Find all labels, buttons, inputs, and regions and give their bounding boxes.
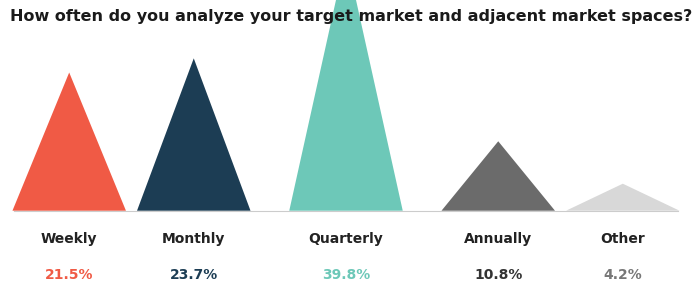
- Text: 23.7%: 23.7%: [170, 268, 218, 282]
- Text: 21.5%: 21.5%: [45, 268, 93, 282]
- Text: Monthly: Monthly: [162, 232, 226, 246]
- Polygon shape: [12, 73, 126, 211]
- Text: Annually: Annually: [464, 232, 532, 246]
- Polygon shape: [566, 184, 680, 211]
- Text: 4.2%: 4.2%: [603, 268, 642, 282]
- Polygon shape: [441, 141, 555, 211]
- Text: Other: Other: [601, 232, 645, 246]
- Text: Weekly: Weekly: [41, 232, 98, 246]
- Text: Quarterly: Quarterly: [309, 232, 383, 246]
- Text: 10.8%: 10.8%: [474, 268, 522, 282]
- Text: How often do you analyze your target market and adjacent market spaces?: How often do you analyze your target mar…: [10, 9, 692, 24]
- Text: 39.8%: 39.8%: [322, 268, 370, 282]
- Polygon shape: [137, 58, 251, 211]
- Polygon shape: [289, 0, 403, 211]
